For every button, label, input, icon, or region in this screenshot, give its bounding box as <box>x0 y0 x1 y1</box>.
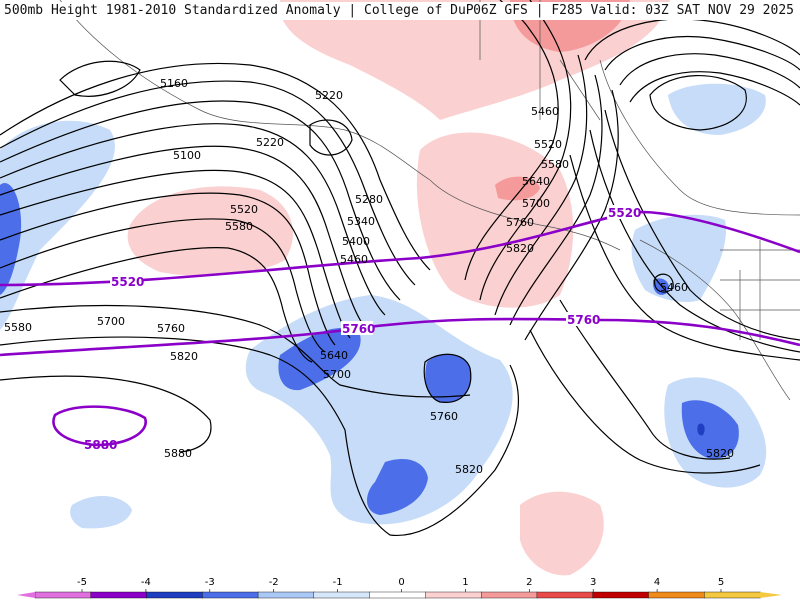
contour-label: 5520 <box>111 275 144 289</box>
colorbar-tick-label: 2 <box>526 577 532 588</box>
colorbar-cell <box>202 591 259 599</box>
colorbar-cell <box>146 591 203 599</box>
colorbar-cell <box>369 591 427 599</box>
colorbar-tick-label: -3 <box>205 577 215 588</box>
colorbar-cell <box>648 591 705 599</box>
colorbar-tick-label: 0 <box>398 577 404 588</box>
colorbar-cell <box>536 591 594 599</box>
contour-label: 5820 <box>170 350 198 363</box>
colorbar-end <box>17 592 35 598</box>
contour-label: 5520 <box>608 206 641 220</box>
contour-label: 5880 <box>84 438 117 452</box>
contour-label: 5580 <box>4 321 32 334</box>
colorbar-tick-label: 3 <box>590 577 596 588</box>
colorbar-end <box>760 592 782 598</box>
contour-label: 5220 <box>256 136 284 149</box>
contour-label: 5520 <box>534 138 562 151</box>
coastlines <box>59 0 800 401</box>
contour-label: 5640 <box>522 175 550 188</box>
colorbar-tick-label: 1 <box>462 577 468 588</box>
contour-label: 5460 <box>340 253 368 266</box>
contour-label: 5100 <box>173 149 201 162</box>
colorbar-cell <box>481 591 538 599</box>
contour-label: 5220 <box>315 89 343 102</box>
colorbar-tick-label: 5 <box>718 577 724 588</box>
colorbar-cell <box>592 591 650 599</box>
reference-contours <box>0 210 800 447</box>
contour-label: 5580 <box>541 158 569 171</box>
colorbar-ticks: -5 -4 -3 -2 -1 0 1 2 3 4 5 <box>77 577 724 592</box>
contour-label: 5460 <box>660 281 688 294</box>
contour-label: 5760 <box>506 216 534 229</box>
reference-contour-labels: 5520 5520 5760 5760 5880 <box>84 205 641 452</box>
negative-anomaly-shading <box>0 83 767 529</box>
map-title: 500mb Height 1981-2010 Standardized Anom… <box>4 2 552 20</box>
contour-label: 5700 <box>97 315 125 328</box>
colorbar-cell <box>90 591 148 599</box>
contour-label: 5580 <box>225 220 253 233</box>
contour-label: 5760 <box>567 313 600 327</box>
colorbar: -5 -4 -3 -2 -1 0 1 2 3 4 5 <box>17 577 782 599</box>
contour-label: 5280 <box>355 193 383 206</box>
colorbar-tick-label: 4 <box>654 577 660 588</box>
colorbar-tick-label: -2 <box>269 577 279 588</box>
contour-label: 5340 <box>347 215 375 228</box>
colorbar-cell <box>313 591 371 599</box>
colorbar-cell <box>425 591 482 599</box>
colorbar-tick-label: -5 <box>77 577 87 588</box>
contour-label: 5700 <box>323 368 351 381</box>
colorbar-tick-label: -1 <box>333 577 343 588</box>
contour-label: 5160 <box>160 77 188 90</box>
contour-labels: 5160 5220 5220 5100 5280 5340 5400 5460 … <box>4 77 734 476</box>
contour-label: 5760 <box>430 410 458 423</box>
contour-label: 5880 <box>164 447 192 460</box>
contour-label: 5820 <box>706 447 734 460</box>
contour-label: 5760 <box>157 322 185 335</box>
colorbar-cell <box>704 591 761 599</box>
contour-label: 5460 <box>531 105 559 118</box>
contour-label: 5700 <box>522 197 550 210</box>
colorbar-cells <box>17 591 782 599</box>
contour-label: 5520 <box>230 203 258 216</box>
colorbar-cell <box>34 591 92 599</box>
contour-label: 5400 <box>342 235 370 248</box>
contour-label: 5820 <box>455 463 483 476</box>
run-info: 06Z GFS | F285 Valid: 03Z SAT NOV 29 202… <box>473 2 794 20</box>
contour-label: 5640 <box>320 349 348 362</box>
contour-label: 5760 <box>342 322 375 336</box>
height-contours <box>0 0 800 536</box>
contour-label: 5820 <box>506 242 534 255</box>
colorbar-tick-label: -4 <box>141 577 151 588</box>
colorbar-cell <box>257 591 315 599</box>
